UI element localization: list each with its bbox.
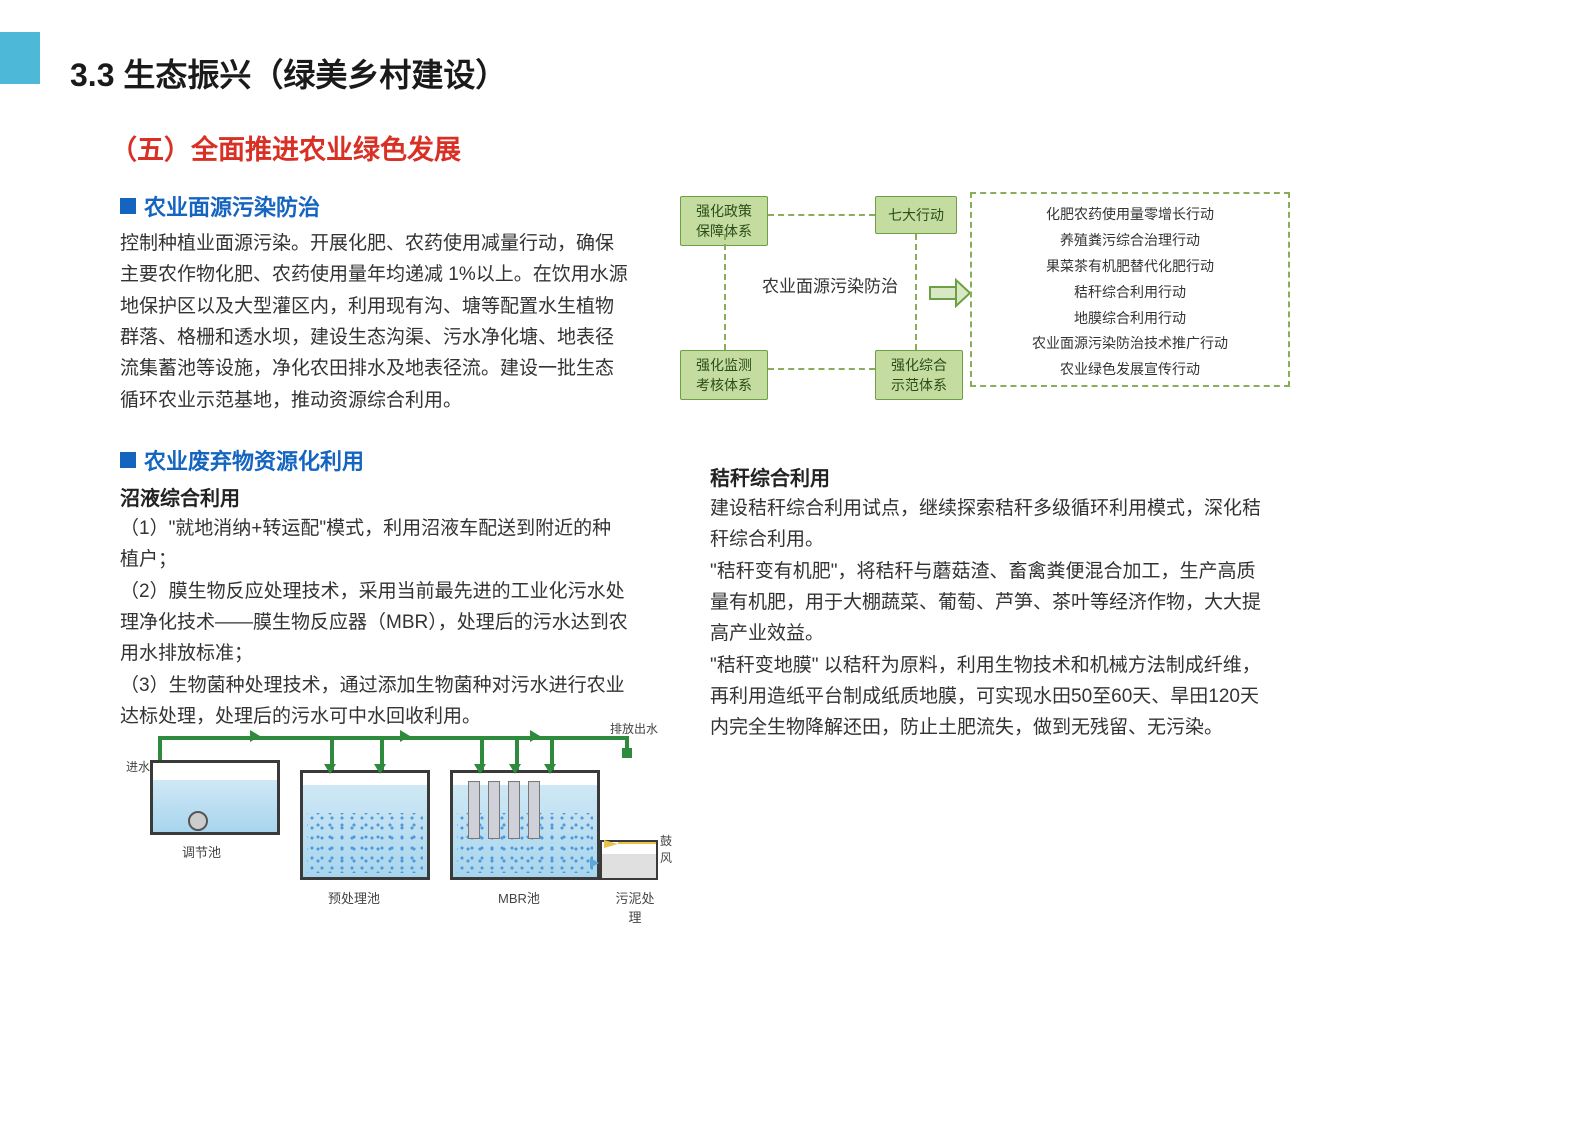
bubbles-icon bbox=[307, 813, 423, 873]
bullet-square-icon bbox=[120, 198, 136, 214]
mbr-tank-2 bbox=[300, 770, 430, 880]
mbr-tank4-label: 污泥处理 bbox=[610, 888, 660, 926]
arrow-right-icon bbox=[928, 276, 972, 310]
diagram-connector bbox=[724, 234, 726, 350]
diagram-box-tr: 七大行动 bbox=[875, 196, 957, 234]
flow-arrow-down-icon bbox=[474, 764, 486, 774]
mbr-diagram: 进水 调节池 预处理池 MBR池 排放出水 污泥处理 bbox=[120, 720, 660, 930]
diagram-box-br: 强化综合 示范体系 bbox=[875, 350, 963, 400]
membrane-icon bbox=[528, 781, 540, 839]
flow-arrow-down-icon bbox=[324, 764, 336, 774]
section2-heading-text: 农业废弃物资源化利用 bbox=[144, 444, 364, 476]
section3-title: 秸秆综合利用 bbox=[710, 462, 1270, 491]
action-item: 果菜茶有机肥替代化肥行动 bbox=[978, 254, 1282, 280]
action-item: 养殖粪污综合治理行动 bbox=[978, 228, 1282, 254]
mbr-tank-3 bbox=[450, 770, 600, 880]
diagram-connector bbox=[915, 234, 917, 350]
mbr-tank-1 bbox=[150, 760, 280, 835]
action-item: 地膜综合利用行动 bbox=[978, 306, 1282, 332]
diagram-box-bl: 强化监测 考核体系 bbox=[680, 350, 768, 400]
diagram-connector bbox=[768, 214, 875, 216]
action-item: 农业面源污染防治技术推广行动 bbox=[978, 331, 1282, 357]
section1-heading-text: 农业面源污染防治 bbox=[144, 190, 320, 222]
action-item: 化肥农药使用量零增长行动 bbox=[978, 202, 1282, 228]
diagram-connector bbox=[768, 368, 875, 370]
action-item: 秸秆综合利用行动 bbox=[978, 280, 1282, 306]
page-title: 3.3 生态振兴（绿美乡村建设） bbox=[70, 50, 507, 96]
fan-line bbox=[618, 842, 656, 844]
action-list: 化肥农药使用量零增长行动 养殖粪污综合治理行动 果菜茶有机肥替代化肥行动 秸秆综… bbox=[970, 192, 1290, 387]
outlet-icon bbox=[622, 748, 632, 758]
mbr-outlet-label: 排放出水 bbox=[610, 720, 658, 737]
flow-arrow-blue-icon bbox=[590, 858, 599, 868]
mbr-pipe bbox=[158, 736, 628, 740]
mbr-tank2-label: 预处理池 bbox=[328, 888, 380, 907]
membrane-icon bbox=[488, 781, 500, 839]
action-item: 农业绿色发展宣传行动 bbox=[978, 357, 1282, 383]
diagram-center: 农业面源污染防治 bbox=[730, 272, 930, 297]
flow-arrow-down-icon bbox=[374, 764, 386, 774]
section2-heading: 农业废弃物资源化利用 bbox=[120, 444, 630, 476]
flow-arrow-icon bbox=[530, 730, 540, 742]
fan-label: 鼓风 bbox=[660, 832, 672, 866]
page-subtitle: （五）全面推进农业绿色发展 bbox=[110, 128, 461, 167]
mbr-tank1-label: 调节池 bbox=[182, 842, 221, 861]
section2-sub1-item-2: （2）膜生物反应处理技术，采用当前最先进的工业化污水处理净化技术——膜生物反应器… bbox=[120, 576, 630, 670]
fan-arrow-icon bbox=[604, 840, 618, 848]
membrane-icon bbox=[468, 781, 480, 839]
section2-sub1-title: 沼液综合利用 bbox=[120, 482, 630, 511]
section2-sub1-item-1: （1）"就地消纳+转运配"模式，利用沼液车配送到附近的种植户； bbox=[120, 513, 630, 576]
bullet-square-icon bbox=[120, 452, 136, 468]
section1-body: 控制种植业面源污染。开展化肥、农药使用减量行动，确保主要农作物化肥、农药使用量年… bbox=[120, 228, 630, 416]
section1-heading: 农业面源污染防治 bbox=[120, 190, 630, 222]
section3: 秸秆综合利用 建设秸秆综合利用试点，继续探索秸秆多级循环利用模式，深化秸秆综合利… bbox=[710, 462, 1270, 744]
membrane-icon bbox=[508, 781, 520, 839]
mbr-tank3-label: MBR池 bbox=[498, 888, 540, 907]
sludge-icon bbox=[602, 854, 656, 878]
pump-icon bbox=[188, 811, 208, 831]
flow-arrow-down-icon bbox=[509, 764, 521, 774]
flow-arrow-icon bbox=[400, 730, 410, 742]
tank-water bbox=[153, 780, 277, 832]
left-column: 农业面源污染防治 控制种植业面源污染。开展化肥、农药使用减量行动，确保主要农作物… bbox=[120, 190, 630, 732]
flow-arrow-icon bbox=[250, 730, 260, 742]
mbr-inlet-label: 进水 bbox=[126, 758, 150, 775]
accent-bar bbox=[0, 32, 40, 84]
flow-arrow-down-icon bbox=[544, 764, 556, 774]
section3-body: 建设秸秆综合利用试点，继续探索秸秆多级循环利用模式，深化秸秆综合利用。 "秸秆变… bbox=[710, 493, 1270, 744]
